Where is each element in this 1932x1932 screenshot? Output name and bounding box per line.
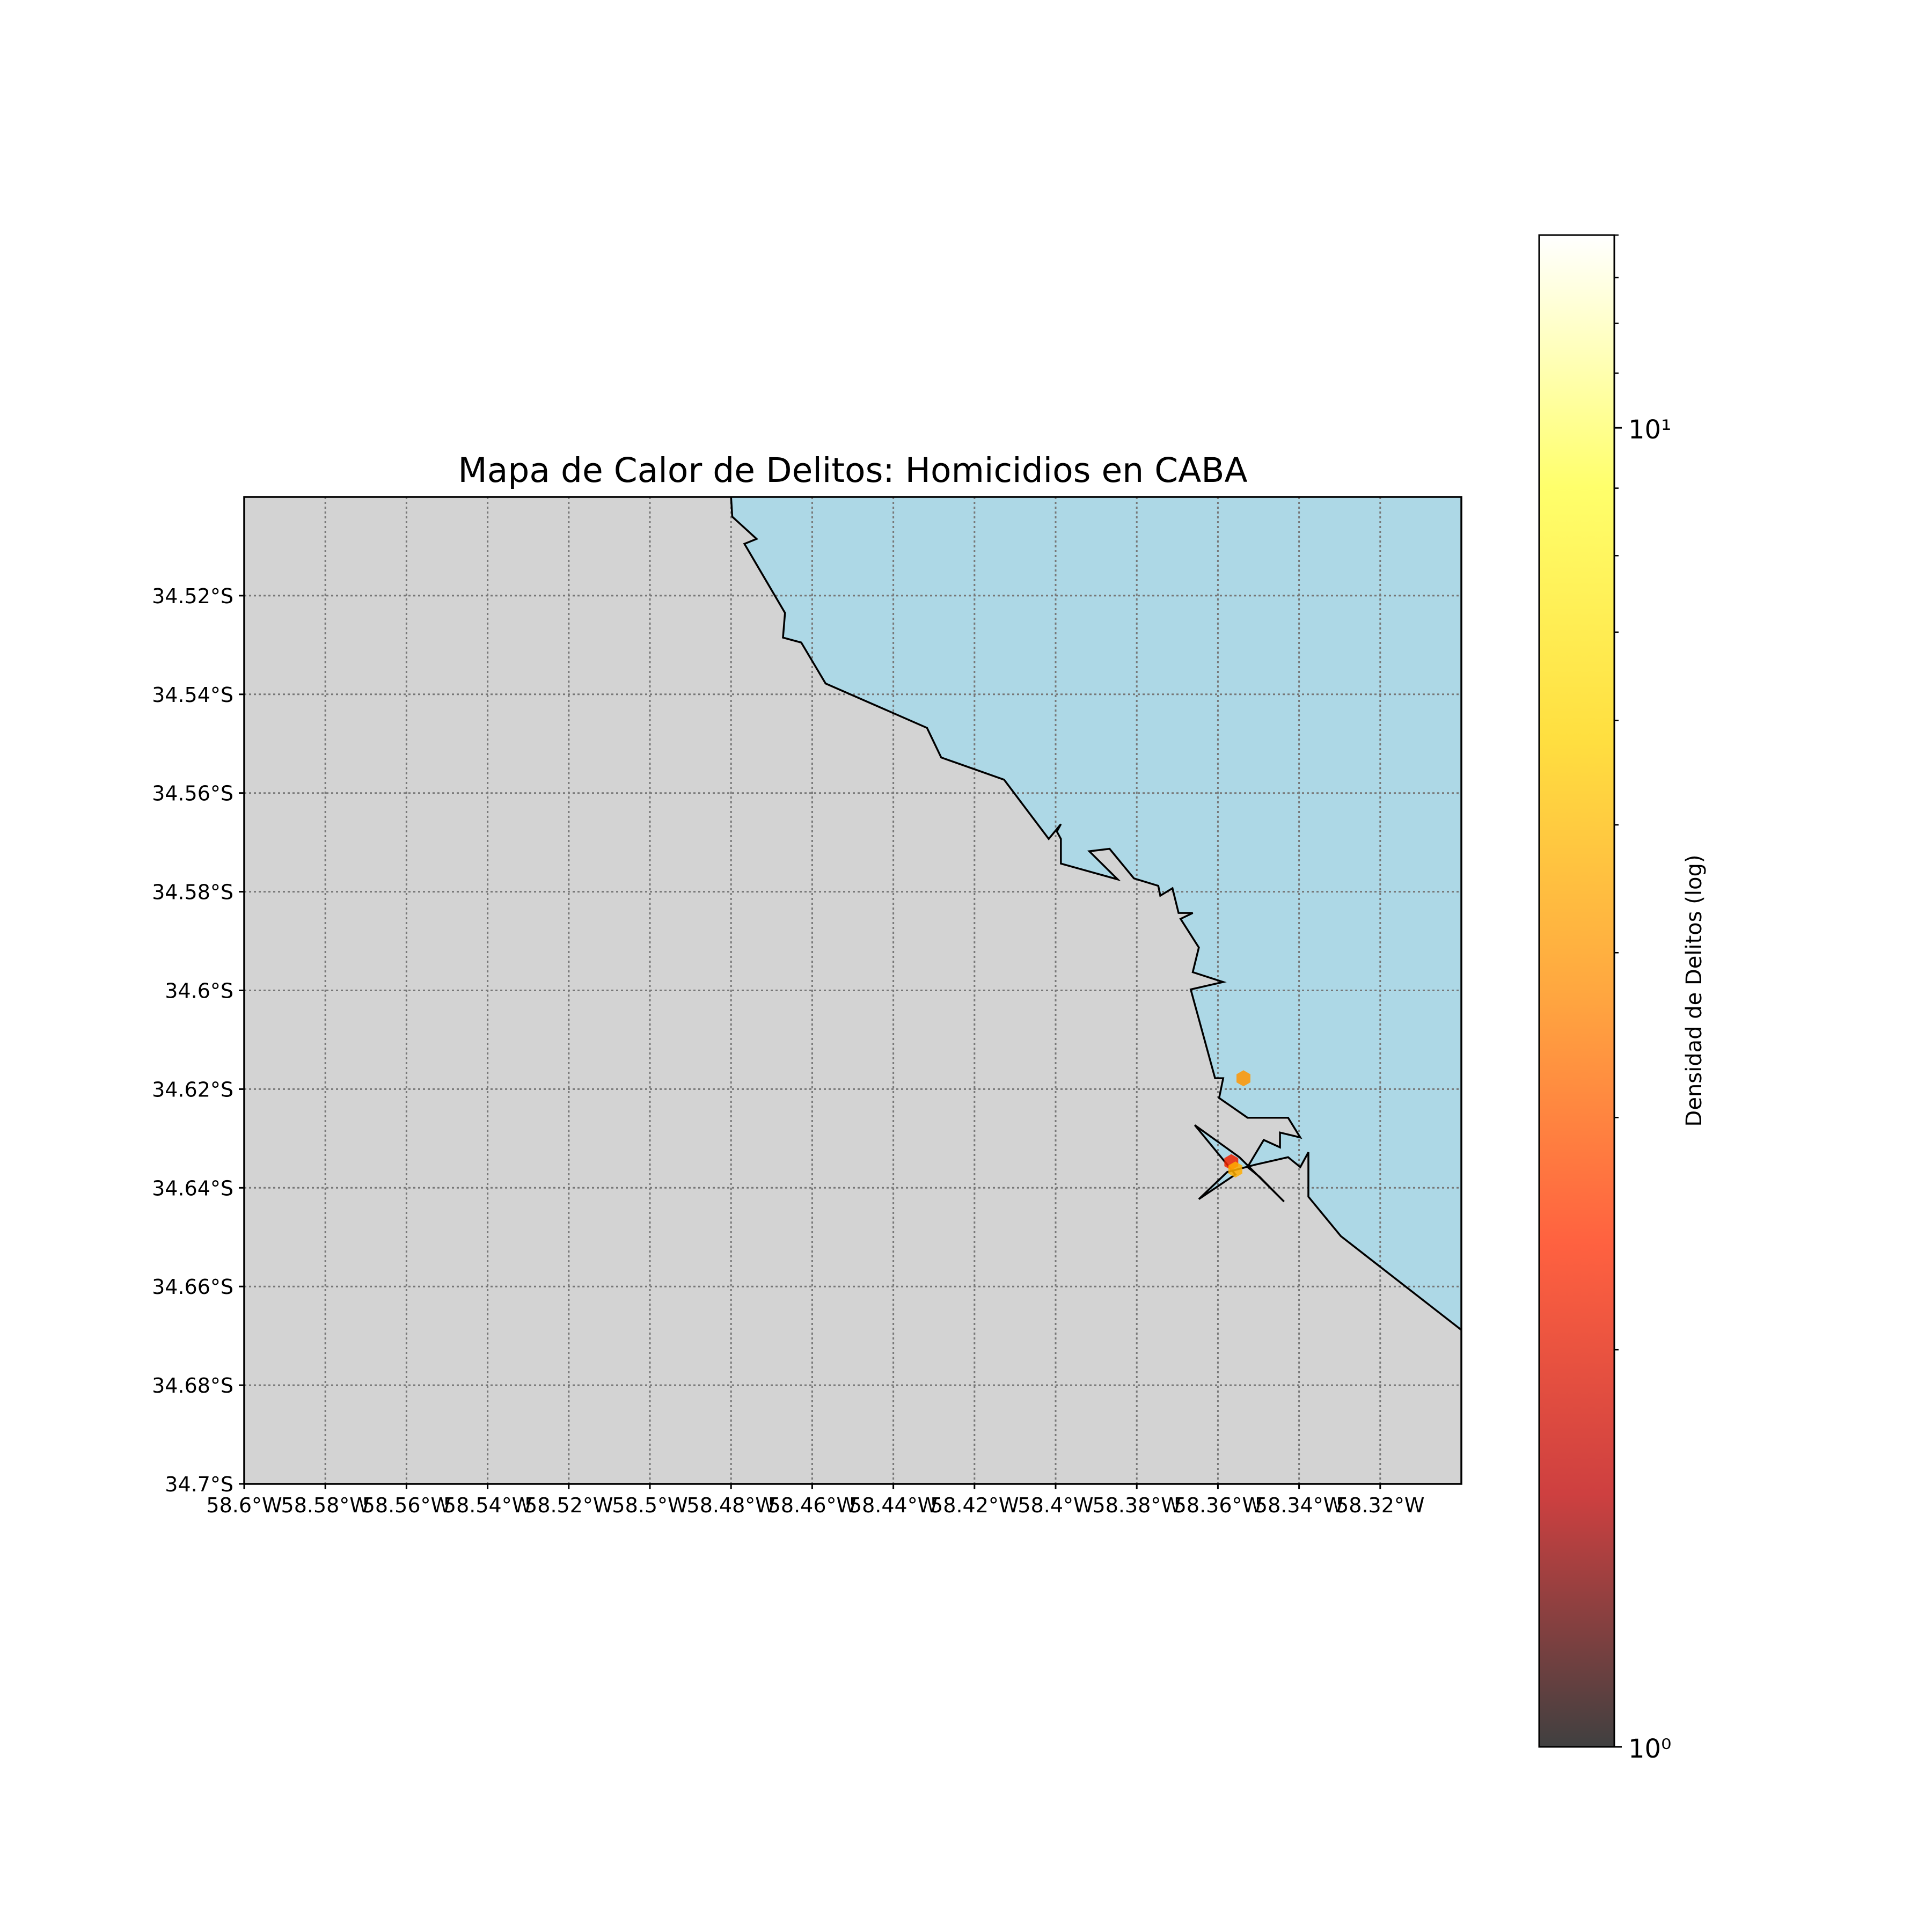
x-tick-label: 58.46°W (768, 1494, 857, 1517)
colorbar-label: Densidad de Delitos (log) (1682, 855, 1707, 1127)
hotspot-hexbin (1236, 1070, 1250, 1087)
x-tick-label: 58.58°W (281, 1494, 370, 1517)
x-tick-label: 58.36°W (1174, 1494, 1262, 1517)
y-tick-label: 34.6°S (165, 979, 233, 1003)
y-tick-label: 34.54°S (152, 683, 233, 707)
water-area (731, 497, 1461, 1330)
x-tick-label: 58.34°W (1255, 1494, 1343, 1517)
graticule (244, 497, 1461, 1484)
y-tick-label: 34.68°S (152, 1374, 233, 1397)
colorbar: 10⁰ 10¹ Densidad de Delitos (log) (1538, 234, 1707, 1764)
y-tick-label: 34.58°S (152, 881, 233, 904)
hotspot-hexbin (1228, 1161, 1242, 1178)
x-tick-label: 58.44°W (849, 1494, 938, 1517)
x-tick-label: 58.52°W (524, 1494, 613, 1517)
x-tick-label: 58.54°W (443, 1494, 532, 1517)
colorbar-ticks: 10⁰ 10¹ (1614, 234, 1671, 1764)
colorbar-tick-label: 10⁰ (1628, 1734, 1671, 1764)
y-tick-label: 34.66°S (152, 1275, 233, 1299)
longitude-axis: 58.6°W58.58°W58.56°W58.54°W58.52°W58.5°W… (206, 1484, 1424, 1517)
map-axes: 58.6°W58.58°W58.56°W58.54°W58.52°W58.5°W… (152, 496, 1462, 1517)
y-tick-label: 34.7°S (165, 1473, 233, 1496)
latitude-axis: 34.52°S 34.54°S 34.56°S 34.58°S 34.6°S 34.62°… (152, 584, 244, 1496)
colorbar-gradient (1538, 234, 1615, 1748)
x-tick-label: 58.48°W (687, 1494, 775, 1517)
y-tick-label: 34.56°S (152, 782, 233, 806)
crime-hotspots (1224, 1070, 1250, 1178)
x-tick-label: 58.6°W (206, 1494, 282, 1517)
x-tick-label: 58.42°W (930, 1494, 1019, 1517)
y-tick-label: 34.62°S (152, 1078, 233, 1101)
x-tick-label: 58.5°W (612, 1494, 687, 1517)
x-tick-label: 58.32°W (1336, 1494, 1424, 1517)
x-tick-label: 58.56°W (362, 1494, 451, 1517)
y-tick-label: 34.52°S (152, 584, 233, 608)
y-tick-label: 34.64°S (152, 1176, 233, 1200)
coastline (730, 497, 1461, 1331)
x-tick-label: 58.38°W (1093, 1494, 1181, 1517)
x-tick-label: 58.4°W (1018, 1494, 1093, 1517)
colorbar-tick-label: 10¹ (1628, 415, 1671, 445)
map-title: Mapa de Calor de Delitos: Homicidios en … (458, 451, 1247, 490)
